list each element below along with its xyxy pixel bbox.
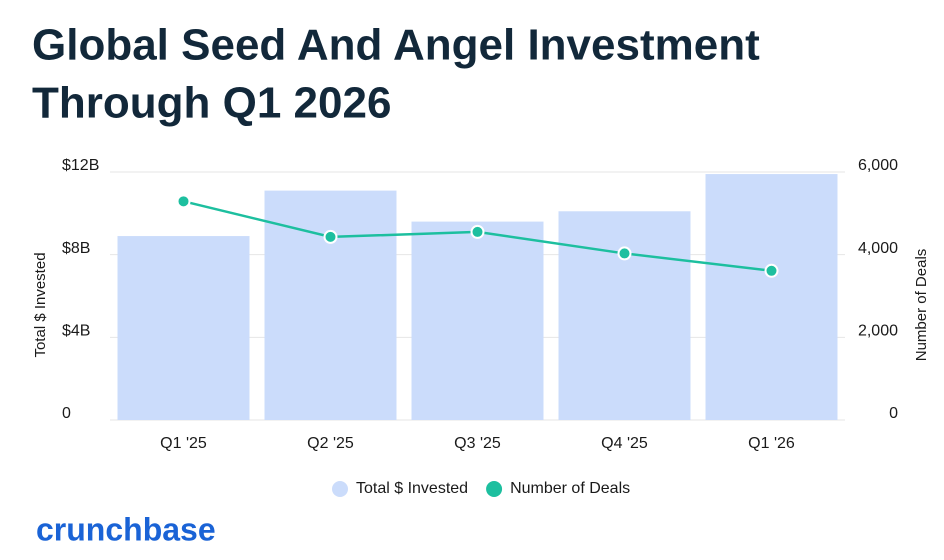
y-tick-label: $12B (62, 157, 99, 174)
y-axis-title: Total $ Invested (32, 252, 49, 357)
bar (558, 211, 691, 420)
chart-subtitle: Through Q1 2026 (32, 79, 391, 128)
y-tick-label: $8B (62, 240, 90, 257)
legend-label: Number of Deals (510, 480, 630, 497)
y-tick-label: 0 (62, 405, 71, 422)
y2-tick-label: 4,000 (858, 240, 898, 257)
bar (117, 236, 250, 420)
x-tick-label: Q4 '25 (601, 435, 648, 452)
x-tick-label: Q2 '25 (307, 435, 354, 452)
x-tick-label: Q3 '25 (454, 435, 501, 452)
y2-tick-label: 6,000 (858, 157, 898, 174)
point (764, 263, 779, 278)
bar (705, 174, 838, 420)
point (323, 229, 338, 244)
chart-title: Global Seed And Angel Investment (32, 21, 760, 70)
x-tick-label: Q1 '25 (160, 435, 207, 452)
legend-swatch (332, 481, 348, 497)
legend-label: Total $ Invested (356, 480, 468, 497)
point (617, 246, 632, 261)
point (470, 224, 485, 239)
y-tick-label: $4B (62, 323, 90, 340)
bar (411, 221, 544, 420)
x-tick-label: Q1 '26 (748, 435, 795, 452)
brand-logo: crunchbase (36, 511, 216, 547)
y2-tick-label: 0 (889, 405, 898, 422)
bar (264, 190, 397, 420)
point (176, 194, 191, 209)
y2-axis-title: Number of Deals (913, 249, 930, 362)
legend-swatch (486, 481, 503, 497)
y2-tick-label: 2,000 (858, 323, 898, 340)
